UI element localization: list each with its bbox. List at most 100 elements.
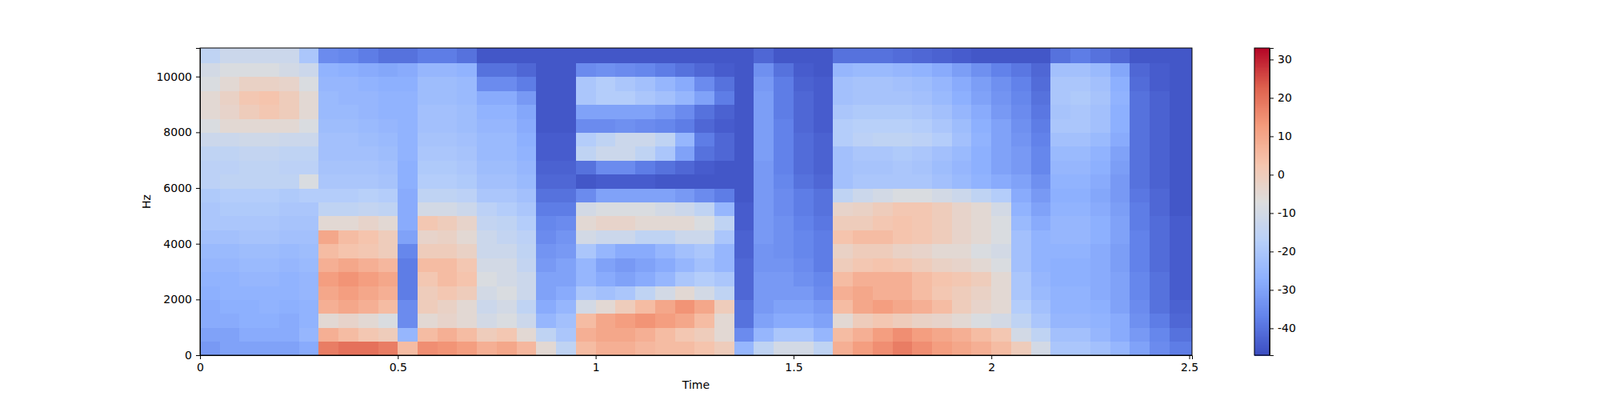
cell <box>793 146 814 161</box>
cell <box>496 257 517 272</box>
cell <box>1110 48 1131 64</box>
cell <box>239 341 260 356</box>
cell <box>220 90 240 105</box>
cell <box>437 104 458 120</box>
cell <box>437 132 458 147</box>
tick: 10 <box>1269 129 1292 143</box>
cell <box>1169 132 1192 147</box>
cell <box>892 327 913 342</box>
cell <box>1110 132 1131 147</box>
cell <box>991 299 1012 314</box>
cell <box>476 257 497 272</box>
cell <box>516 48 537 64</box>
cell <box>1070 90 1091 105</box>
cell <box>932 62 952 77</box>
cell <box>516 272 537 287</box>
cell <box>576 160 596 175</box>
cell <box>1169 48 1192 64</box>
cell <box>536 341 556 356</box>
cell <box>220 118 240 133</box>
cell <box>516 188 537 203</box>
cell <box>1169 285 1192 300</box>
cell <box>813 90 834 105</box>
cell <box>338 341 359 356</box>
cell <box>615 62 636 77</box>
cell <box>200 90 220 105</box>
cell <box>773 299 794 314</box>
cell <box>476 244 497 259</box>
cell <box>1070 229 1091 244</box>
cell <box>635 244 656 259</box>
cell <box>832 257 853 272</box>
cell <box>753 48 774 64</box>
cell <box>1129 201 1150 216</box>
cell <box>338 48 359 64</box>
cell <box>1050 132 1071 147</box>
cell <box>971 132 992 147</box>
cell <box>338 62 359 77</box>
cell <box>318 257 339 272</box>
cell <box>1149 299 1170 314</box>
cell <box>892 285 913 300</box>
cell <box>299 257 320 272</box>
cell <box>991 62 1012 77</box>
cell <box>1169 229 1192 244</box>
cell <box>556 90 576 105</box>
cell <box>476 90 497 105</box>
cell <box>1110 188 1131 203</box>
cell <box>437 299 458 314</box>
cell <box>675 216 696 231</box>
cell <box>971 118 992 133</box>
cell <box>753 327 774 342</box>
cell <box>576 272 596 287</box>
cell <box>476 229 497 244</box>
cell <box>596 48 616 64</box>
tick-label: -20 <box>1277 244 1296 258</box>
cell <box>1031 201 1052 216</box>
cell <box>971 229 992 244</box>
cell <box>496 341 517 356</box>
cell <box>615 174 636 189</box>
cell <box>872 327 893 342</box>
cell <box>239 160 260 175</box>
cell <box>872 62 893 77</box>
cell <box>1169 299 1192 314</box>
cell <box>1149 188 1170 203</box>
cell <box>753 299 774 314</box>
cell <box>892 216 913 231</box>
cell <box>615 341 636 356</box>
cell <box>1070 146 1091 161</box>
cell <box>358 216 379 231</box>
cell <box>299 174 320 189</box>
tick-mark <box>1269 97 1274 99</box>
cell <box>892 174 913 189</box>
tick: -10 <box>1269 206 1296 220</box>
cell <box>338 188 359 203</box>
cell <box>476 146 497 161</box>
cell <box>1031 257 1052 272</box>
cell <box>299 341 320 356</box>
cell <box>793 244 814 259</box>
cell <box>358 160 379 175</box>
cell <box>299 146 320 161</box>
cell <box>1070 174 1091 189</box>
cell <box>239 132 260 147</box>
cell <box>694 257 715 272</box>
cell <box>1050 76 1071 92</box>
cell <box>1149 341 1170 356</box>
cell <box>259 132 280 147</box>
cell <box>1070 118 1091 133</box>
cell <box>318 201 339 216</box>
cell <box>1031 285 1052 300</box>
cell <box>358 132 379 147</box>
tick: 2.5 <box>1180 355 1199 374</box>
cell <box>516 146 537 161</box>
cell <box>694 132 715 147</box>
cell <box>239 201 260 216</box>
cell <box>694 90 715 105</box>
cell <box>397 146 418 161</box>
cell <box>476 285 497 300</box>
cell <box>417 201 438 216</box>
cell <box>912 104 932 120</box>
cell <box>536 313 556 328</box>
